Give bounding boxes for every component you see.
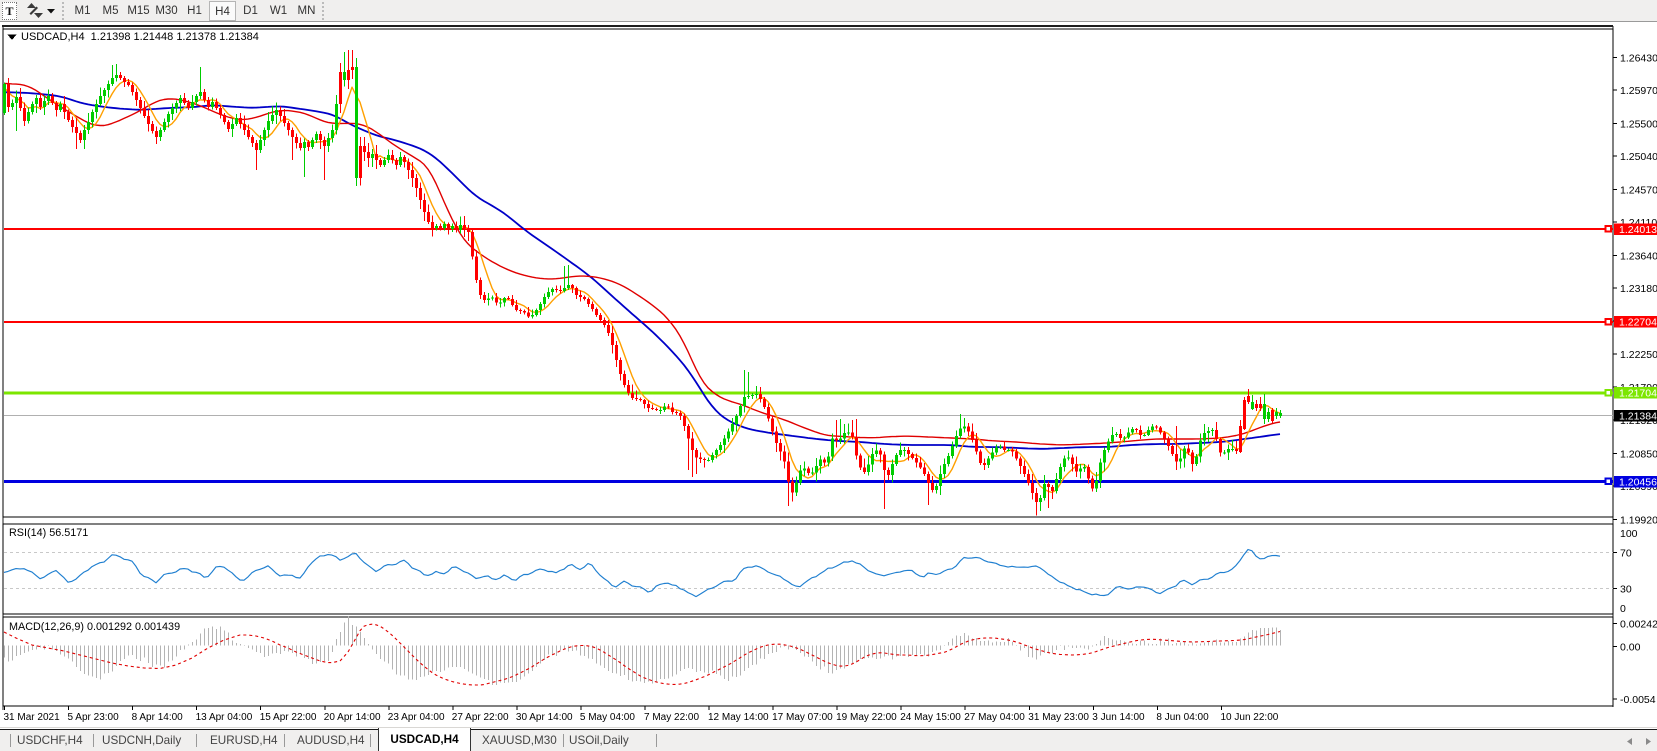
svg-text:13 Apr 04:00: 13 Apr 04:00 [196, 712, 253, 723]
svg-text:MACD(12,26,9) 0.001292 0.00143: MACD(12,26,9) 0.001292 0.001439 [9, 621, 180, 633]
svg-text:7 May 22:00: 7 May 22:00 [644, 712, 699, 723]
svg-text:1.25970: 1.25970 [1620, 85, 1657, 97]
svg-text:1.25500: 1.25500 [1620, 118, 1657, 130]
svg-text:0.00: 0.00 [1620, 641, 1641, 653]
svg-text:1.22250: 1.22250 [1620, 349, 1657, 361]
svg-text:20 Apr 14:00: 20 Apr 14:00 [324, 712, 381, 723]
svg-text:3 Jun 14:00: 3 Jun 14:00 [1092, 712, 1145, 723]
svg-text:1.19920: 1.19920 [1620, 515, 1657, 527]
svg-text:17 May 07:00: 17 May 07:00 [772, 712, 833, 723]
svg-text:1.25040: 1.25040 [1620, 151, 1657, 163]
svg-text:15 Apr 22:00: 15 Apr 22:00 [260, 712, 317, 723]
svg-text:23 Apr 04:00: 23 Apr 04:00 [388, 712, 445, 723]
svg-text:1.23180: 1.23180 [1620, 283, 1657, 295]
svg-text:1.24013: 1.24013 [1619, 224, 1657, 236]
svg-text:100: 100 [1620, 528, 1638, 540]
svg-text:19 May 22:00: 19 May 22:00 [836, 712, 897, 723]
svg-text:27 May 04:00: 27 May 04:00 [964, 712, 1025, 723]
svg-text:1.22704: 1.22704 [1619, 317, 1657, 329]
svg-text:1.21704: 1.21704 [1619, 388, 1657, 400]
svg-text:RSI(14) 56.5171: RSI(14) 56.5171 [9, 527, 88, 539]
svg-text:1.20456: 1.20456 [1619, 476, 1657, 488]
svg-text:1.21384: 1.21384 [1619, 410, 1657, 422]
svg-text:USDCAD,H4 1.21398 1.21448 1.2: USDCAD,H4 1.21398 1.21448 1.21378 1.2138… [21, 31, 259, 43]
svg-text:5 May 04:00: 5 May 04:00 [580, 712, 635, 723]
svg-text:5 Apr 23:00: 5 Apr 23:00 [68, 712, 120, 723]
svg-text:24 May 15:00: 24 May 15:00 [900, 712, 961, 723]
svg-text:1.26430: 1.26430 [1620, 52, 1657, 64]
svg-text:-0.0054: -0.0054 [1620, 694, 1656, 706]
svg-text:8 Jun 04:00: 8 Jun 04:00 [1156, 712, 1209, 723]
svg-text:30: 30 [1620, 583, 1632, 595]
svg-text:8 Apr 14:00: 8 Apr 14:00 [132, 712, 184, 723]
svg-text:1.20850: 1.20850 [1620, 449, 1657, 461]
svg-text:31 Mar 2021: 31 Mar 2021 [4, 712, 61, 723]
svg-text:12 May 14:00: 12 May 14:00 [708, 712, 769, 723]
svg-text:27 Apr 22:00: 27 Apr 22:00 [452, 712, 509, 723]
svg-text:70: 70 [1620, 547, 1632, 559]
svg-text:1.24570: 1.24570 [1620, 184, 1657, 196]
svg-text:1.23640: 1.23640 [1620, 251, 1657, 263]
svg-text:10 Jun 22:00: 10 Jun 22:00 [1221, 712, 1279, 723]
svg-text:0.002429: 0.002429 [1620, 619, 1657, 631]
svg-text:31 May 23:00: 31 May 23:00 [1028, 712, 1089, 723]
svg-text:0: 0 [1620, 603, 1626, 615]
svg-text:30 Apr 14:00: 30 Apr 14:00 [516, 712, 573, 723]
